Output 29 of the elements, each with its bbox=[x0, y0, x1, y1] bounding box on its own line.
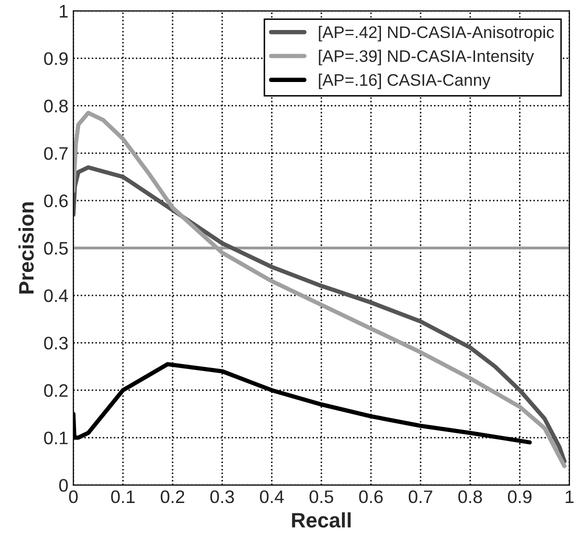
y-axis-title: Precision bbox=[18, 202, 34, 294]
x-tick-label: 0.3 bbox=[210, 490, 234, 504]
x-tick-label: 0.6 bbox=[359, 490, 383, 504]
x-tick-label: 0.8 bbox=[458, 490, 482, 504]
y-tick-label: 0.5 bbox=[44, 242, 68, 255]
line-series bbox=[73, 110, 567, 468]
y-tick-label: 0.3 bbox=[44, 336, 68, 350]
x-tick-label: 0 bbox=[69, 490, 78, 504]
y-tick-label: 0.2 bbox=[44, 384, 68, 397]
x-tick-label: 1 bbox=[566, 490, 574, 503]
y-tick-label: 0.8 bbox=[44, 100, 68, 112]
legend-label: [AP=.16] CASIA-Canny bbox=[318, 74, 490, 90]
legend-label: [AP=.42] ND-CASIA-Anisotropic bbox=[318, 26, 554, 42]
y-tick-label: 0.9 bbox=[44, 52, 68, 66]
x-axis-title: Recall bbox=[292, 512, 351, 528]
y-tick-label: 1 bbox=[60, 5, 68, 18]
y-tick-label: 0.7 bbox=[44, 147, 68, 160]
y-tick-label: 0.6 bbox=[44, 194, 68, 208]
y-tick-label: 0 bbox=[59, 478, 68, 492]
y-tick-label: 0.1 bbox=[44, 432, 68, 444]
x-tick-label: 0.5 bbox=[310, 490, 334, 504]
x-tick-label: 0.2 bbox=[160, 490, 184, 504]
x-tick-label: 0.4 bbox=[260, 490, 284, 504]
legend-label: [AP=.39] ND-CASIA-Intensity bbox=[318, 50, 534, 66]
x-tick-label: 0.7 bbox=[408, 490, 432, 504]
line-series bbox=[73, 165, 567, 464]
x-tick-label: 0.9 bbox=[508, 490, 532, 504]
y-tick-label: 0.4 bbox=[44, 289, 68, 302]
x-tick-label: 0.1 bbox=[111, 490, 135, 504]
